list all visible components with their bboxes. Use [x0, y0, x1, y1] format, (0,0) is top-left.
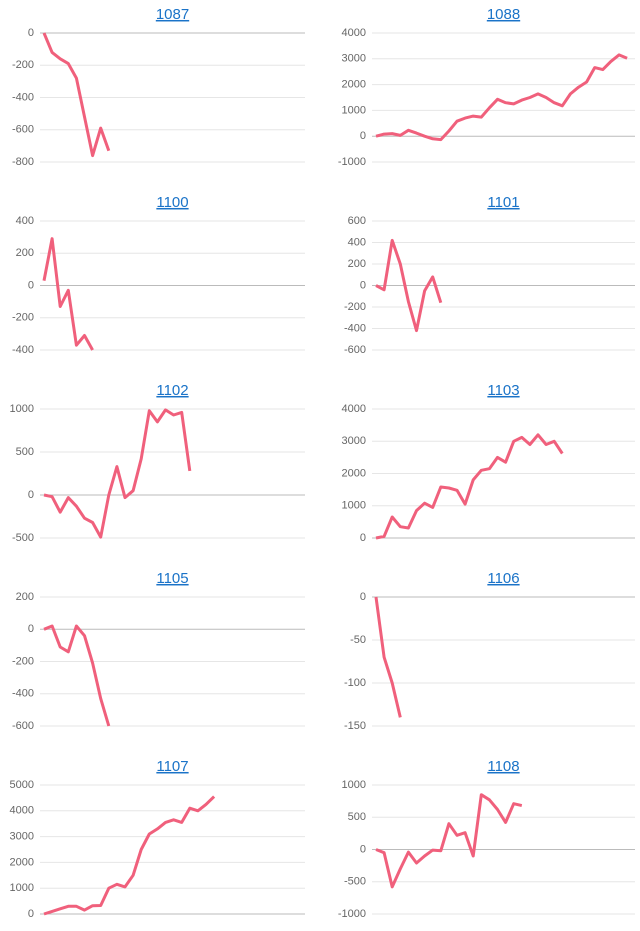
- y-tick-label: 2000: [342, 79, 366, 91]
- y-tick-label: -150: [344, 720, 366, 732]
- chart-title[interactable]: 1101: [487, 194, 519, 211]
- y-tick-label: -400: [12, 344, 34, 356]
- y-tick-label: 4000: [342, 27, 366, 39]
- y-tick-label: 3000: [342, 53, 366, 65]
- y-tick-label: -100: [344, 677, 366, 689]
- y-tick-label: -200: [12, 655, 34, 667]
- y-tick-label: 200: [16, 247, 34, 259]
- y-tick-label: 4000: [10, 805, 34, 817]
- data-line: [42, 32, 111, 158]
- y-tick-label: -50: [350, 634, 366, 646]
- y-tick-label: 500: [16, 446, 34, 458]
- y-tick-label: 200: [348, 258, 366, 270]
- y-tick-label: -600: [12, 124, 34, 136]
- y-tick-label: 0: [28, 27, 34, 39]
- chart-title[interactable]: 1108: [487, 758, 519, 775]
- data-line: [375, 793, 523, 889]
- y-tick-label: -800: [12, 156, 34, 168]
- chart-title[interactable]: 1100: [156, 194, 188, 211]
- y-tick-label: 500: [348, 811, 366, 823]
- y-tick-label: 0: [28, 908, 34, 920]
- y-tick-label: 2000: [342, 467, 366, 479]
- y-tick-label: 2000: [10, 856, 34, 868]
- y-tick-label: -400: [12, 91, 34, 103]
- y-tick-label: -400: [344, 322, 366, 334]
- y-tick-label: -500: [344, 876, 366, 888]
- y-tick-label: 400: [16, 215, 34, 227]
- chart-title[interactable]: 1106: [487, 570, 519, 587]
- y-tick-label: 1000: [10, 403, 34, 415]
- chart-title[interactable]: 1102: [156, 382, 188, 399]
- y-tick-label: 0: [360, 130, 366, 142]
- chart-title[interactable]: 1088: [487, 6, 520, 23]
- y-tick-label: 0: [360, 591, 366, 603]
- y-tick-label: 1000: [342, 779, 366, 791]
- y-tick-label: 200: [16, 591, 34, 603]
- y-tick-label: -200: [344, 301, 366, 313]
- y-tick-label: -200: [12, 312, 34, 324]
- y-tick-label: 1000: [342, 104, 366, 116]
- data-line: [43, 624, 111, 727]
- y-tick-label: -500: [12, 532, 34, 544]
- data-line: [375, 53, 628, 142]
- y-tick-label: 0: [360, 532, 366, 544]
- y-tick-label: 0: [360, 843, 366, 855]
- chart-title[interactable]: 1087: [156, 6, 189, 23]
- chart-title[interactable]: 1103: [487, 382, 519, 399]
- data-line: [42, 237, 94, 351]
- y-tick-label: -600: [344, 344, 366, 356]
- y-tick-label: 0: [28, 489, 34, 501]
- y-tick-label: -1000: [338, 908, 366, 920]
- data-line: [43, 408, 192, 539]
- y-tick-label: 3000: [342, 435, 366, 447]
- y-tick-label: 0: [28, 279, 34, 291]
- y-tick-label: 600: [348, 215, 366, 227]
- y-tick-label: -1000: [338, 156, 366, 168]
- y-tick-label: -200: [12, 59, 34, 71]
- y-tick-label: 0: [28, 623, 34, 635]
- chart-title[interactable]: 1107: [156, 758, 188, 775]
- y-tick-label: 3000: [10, 831, 34, 843]
- y-tick-label: 0: [360, 279, 366, 291]
- data-line: [375, 238, 443, 333]
- chart-title[interactable]: 1105: [156, 570, 188, 587]
- y-tick-label: 5000: [10, 779, 34, 791]
- y-tick-label: -400: [12, 688, 34, 700]
- data-line: [374, 596, 402, 718]
- data-line: [375, 433, 564, 540]
- data-line: [43, 795, 216, 916]
- y-tick-label: 1000: [10, 882, 34, 894]
- y-tick-label: -600: [12, 720, 34, 732]
- y-tick-label: 4000: [342, 403, 366, 415]
- y-tick-label: 1000: [342, 500, 366, 512]
- y-tick-label: 400: [348, 236, 366, 248]
